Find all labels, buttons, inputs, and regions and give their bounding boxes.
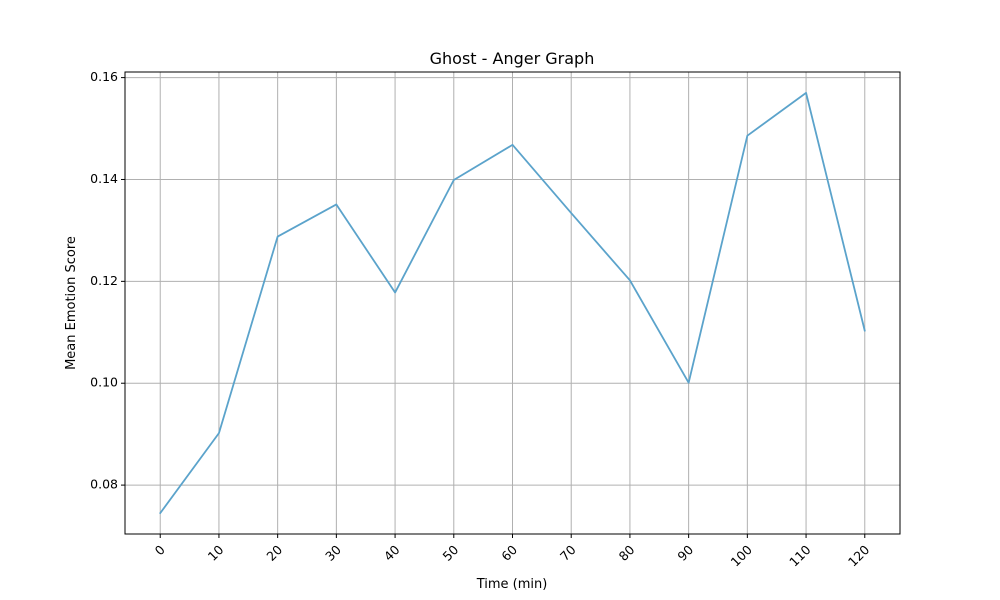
x-axis-label: Time (min) [476,577,548,592]
series-line [159,91,866,515]
y-tick-label: 0.12 [90,273,118,288]
y-axis-ticks: 0.08 0.10 0.12 0.14 0.16 [90,69,125,492]
y-tick-label: 0.10 [90,375,118,390]
y-tick-label: 0.16 [90,69,118,84]
y-tick-label: 0.08 [90,477,118,492]
grid-lines [125,72,900,534]
y-axis-label: Mean Emotion Score [64,236,79,370]
chart-title: Ghost - Anger Graph [430,49,595,68]
series-layer [159,91,866,515]
y-tick-label: 0.14 [90,171,118,186]
